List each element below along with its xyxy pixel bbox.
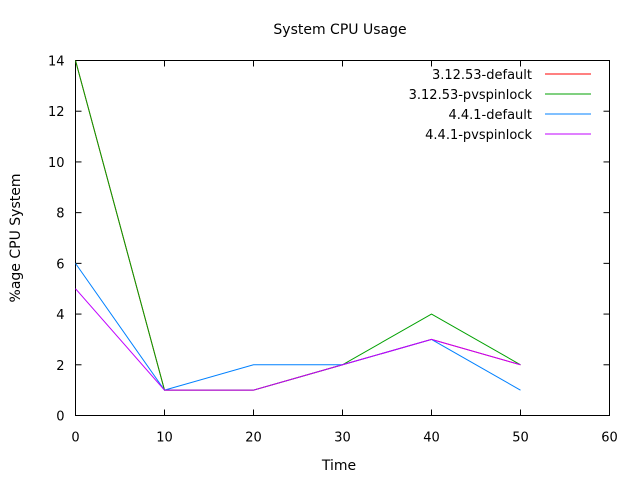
x-tick-label: 0 bbox=[71, 431, 79, 446]
y-tick-label: 10 bbox=[48, 156, 65, 171]
y-axis-title: %age CPU System bbox=[8, 174, 24, 303]
y-tick-label: 14 bbox=[48, 55, 65, 70]
series-line-3 bbox=[75, 263, 521, 391]
legend-label: 4.4.1-default bbox=[448, 108, 532, 123]
y-tick-label: 12 bbox=[48, 105, 65, 120]
y-tick-label: 2 bbox=[56, 359, 64, 374]
x-axis: 0 10 20 30 40 50 60 bbox=[71, 60, 618, 446]
x-tick-label: 30 bbox=[334, 431, 351, 446]
x-tick-label: 20 bbox=[245, 431, 262, 446]
legend-label: 3.12.53-default bbox=[432, 68, 532, 83]
x-tick-label: 40 bbox=[423, 431, 440, 446]
legend: 3.12.53-default 3.12.53-pvspinlock 4.4.1-d… bbox=[409, 68, 591, 143]
legend-label: 4.4.1-pvspinlock bbox=[425, 128, 532, 143]
series-line-4 bbox=[75, 288, 521, 391]
x-axis-title: Time bbox=[321, 458, 356, 474]
y-tick-label: 4 bbox=[56, 308, 64, 323]
y-tick-label: 0 bbox=[56, 410, 64, 425]
x-tick-label: 60 bbox=[601, 431, 618, 446]
y-tick-label: 6 bbox=[56, 257, 64, 272]
y-tick-label: 8 bbox=[56, 207, 64, 222]
series-lines bbox=[75, 60, 521, 391]
legend-label: 3.12.53-pvspinlock bbox=[409, 88, 533, 103]
chart-title: System CPU Usage bbox=[273, 22, 406, 38]
y-axis: 0 2 4 6 8 10 12 14 bbox=[48, 55, 610, 425]
x-tick-label: 10 bbox=[156, 431, 173, 446]
x-tick-label: 50 bbox=[512, 431, 529, 446]
